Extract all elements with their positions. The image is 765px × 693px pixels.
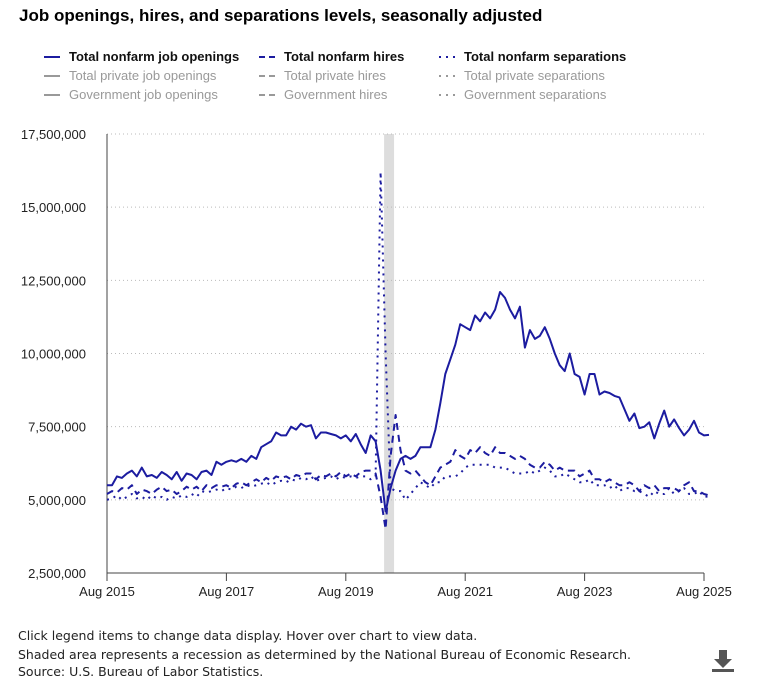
y-tick-label: 15,000,000 xyxy=(21,200,86,215)
legend-label: Government job openings xyxy=(69,87,218,102)
series-line-total-nonfarm-hires[interactable] xyxy=(106,414,710,531)
legend-label: Total private separations xyxy=(464,68,605,83)
legend-swatch-dash-icon xyxy=(259,74,275,77)
legend-item[interactable]: Total private job openings xyxy=(43,68,216,83)
chart-title: Job openings, hires, and separations lev… xyxy=(19,6,543,25)
y-tick-label: 12,500,000 xyxy=(21,273,86,288)
download-icon xyxy=(712,650,734,672)
legend-label: Total nonfarm hires xyxy=(284,49,405,64)
download-button[interactable] xyxy=(710,647,736,675)
legend-swatch-dot-icon xyxy=(439,74,455,77)
legend-swatch-solid-icon xyxy=(44,74,60,77)
footer-instructions: Click legend items to change data displa… xyxy=(18,628,478,643)
recession-band xyxy=(384,134,395,573)
legend-label: Total private hires xyxy=(284,68,386,83)
legend-item[interactable]: Government hires xyxy=(258,87,387,102)
line-chart[interactable]: 2,500,000 5,000,000 7,500,000 10,000,000 12,… xyxy=(0,0,765,620)
legend-item[interactable]: Total nonfarm separations xyxy=(438,49,626,64)
legend-swatch-dot-icon xyxy=(439,55,455,58)
legend-swatch-solid-icon xyxy=(44,93,60,96)
legend-label: Government hires xyxy=(284,87,388,102)
y-tick-label: 10,000,000 xyxy=(21,347,86,362)
legend-swatch-solid-icon xyxy=(44,55,60,58)
legend-item[interactable]: Total nonfarm hires xyxy=(258,49,404,64)
legend-swatch-dash-icon xyxy=(259,55,275,58)
legend-label: Government separations xyxy=(464,87,607,102)
x-tick-label: Aug 2021 xyxy=(437,584,493,599)
legend-item[interactable]: Government separations xyxy=(438,87,606,102)
x-tick-label: Aug 2023 xyxy=(557,584,613,599)
footer-source: Source: U.S. Bureau of Labor Statistics. xyxy=(18,664,264,679)
legend-label: Total nonfarm job openings xyxy=(69,49,240,64)
footer-recession-note: Shaded area represents a recession as de… xyxy=(18,647,631,662)
x-tick-label: Aug 2025 xyxy=(676,584,732,599)
legend-swatch-dot-icon xyxy=(439,93,455,96)
y-tick-label: 7,500,000 xyxy=(28,420,86,435)
legend-label: Total nonfarm separations xyxy=(464,49,627,64)
y-tick-label: 5,000,000 xyxy=(28,493,86,508)
legend-item[interactable]: Total nonfarm job openings xyxy=(43,49,239,64)
y-tick-label: 2,500,000 xyxy=(28,566,86,581)
series-line-total-nonfarm-job-openings[interactable] xyxy=(107,291,710,513)
x-tick-label: Aug 2019 xyxy=(318,584,374,599)
legend-item[interactable]: Total private hires xyxy=(258,68,386,83)
legend-item[interactable]: Total private separations xyxy=(438,68,605,83)
y-tick-label: 17,500,000 xyxy=(21,127,86,142)
x-tick-label: Aug 2015 xyxy=(79,584,135,599)
x-tick-label: Aug 2017 xyxy=(199,584,255,599)
legend-label: Total private job openings xyxy=(69,68,217,83)
legend-swatch-dash-icon xyxy=(259,93,275,96)
legend-item[interactable]: Government job openings xyxy=(43,87,218,102)
series-line-total-nonfarm-separations[interactable] xyxy=(106,171,710,501)
